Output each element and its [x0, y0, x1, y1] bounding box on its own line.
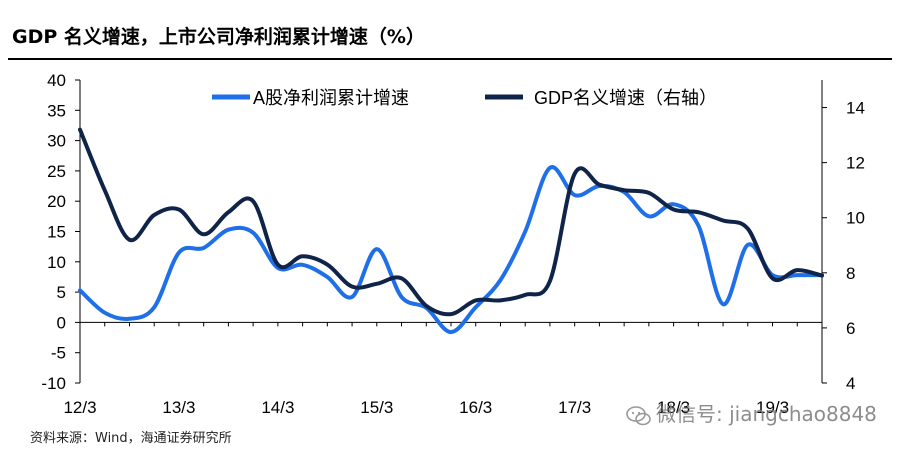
- right-tick-label: 8: [846, 264, 855, 283]
- right-tick-label: 10: [846, 209, 865, 228]
- wechat-icon: [626, 405, 651, 425]
- legend: A股净利润累计增速 GDP名义增速（右轴）: [212, 88, 717, 108]
- left-tick-label: 30: [47, 132, 66, 151]
- right-tick-label: 6: [846, 319, 855, 338]
- x-tick-label: 19/3: [756, 398, 789, 417]
- left-tick-label: 5: [57, 283, 66, 302]
- left-tick-label: 35: [47, 101, 66, 120]
- right-tick-label: 14: [846, 99, 865, 118]
- series-line-a-share-profit: [78, 165, 824, 335]
- x-tick-label: 16/3: [459, 398, 492, 417]
- title-rule: [8, 58, 892, 60]
- legend-label: A股净利润累计增速: [253, 88, 409, 108]
- series-lines: [78, 127, 824, 335]
- left-tick-label: -5: [51, 344, 66, 363]
- chart-title: GDP 名义增速，上市公司净利润累计增速（%）: [12, 26, 425, 48]
- x-tick-label: 14/3: [261, 398, 294, 417]
- left-tick-label: 15: [47, 223, 66, 242]
- right-tick-label: 12: [846, 154, 865, 173]
- left-tick-label: 20: [47, 192, 66, 211]
- x-tick-label: 12/3: [63, 398, 96, 417]
- watermark: 微信号: jiangchao8848: [626, 398, 877, 427]
- x-tick-label: 17/3: [558, 398, 591, 417]
- x-tick-label: 15/3: [360, 398, 393, 417]
- axes: 40 35 30 25 20 15 10 5 0 -5 -10 14 12 10 8 6 4 12/3 13/3 14…: [41, 71, 865, 417]
- left-tick-label: 40: [47, 71, 66, 90]
- left-tick-label: -10: [41, 374, 66, 393]
- source-note: 资料来源：Wind，海通证券研究所: [30, 431, 232, 446]
- right-tick-label: 4: [846, 374, 855, 393]
- left-tick-label: 0: [57, 313, 66, 332]
- watermark-text: 微信号: jiangchao8848: [656, 402, 877, 426]
- x-tick-label: 18/3: [657, 398, 690, 417]
- series-line-gdp-nominal: [78, 127, 824, 317]
- left-tick-label: 10: [47, 253, 66, 272]
- left-tick-label: 25: [47, 162, 66, 181]
- x-tick-label: 13/3: [162, 398, 195, 417]
- legend-label: GDP名义增速（右轴）: [534, 88, 717, 108]
